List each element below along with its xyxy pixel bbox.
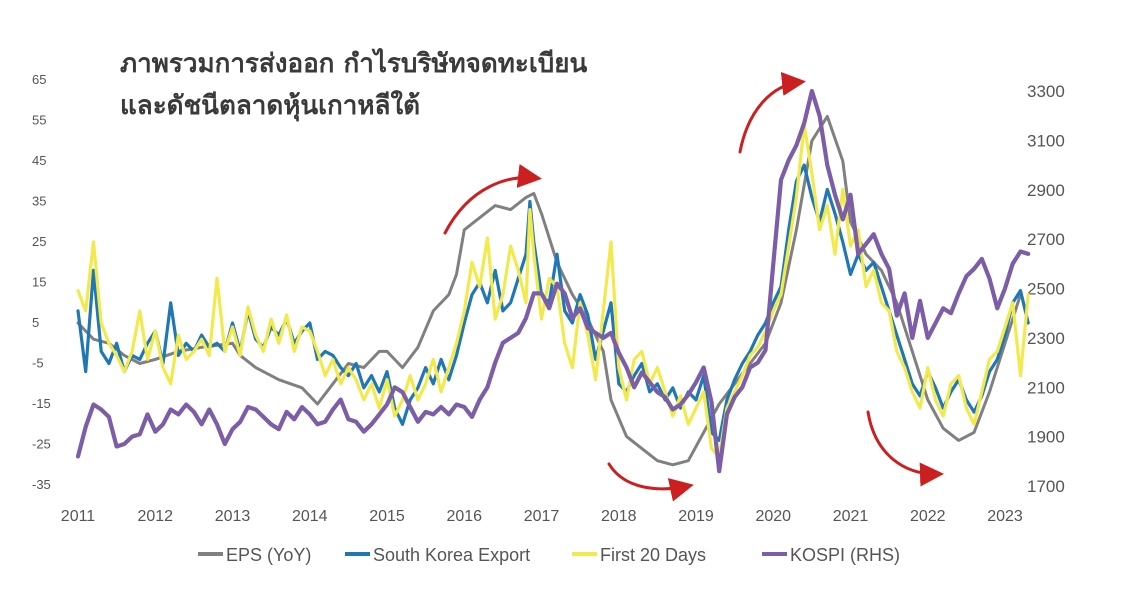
legend-label-4: KOSPI (RHS) xyxy=(790,545,900,565)
y-left-tick-label: -35 xyxy=(32,477,51,492)
y-left-tick-label: -5 xyxy=(32,356,44,371)
y-right-tick-label: 2900 xyxy=(1027,181,1065,200)
chart-title-line-1: ภาพรวมการส่งออก กำไรบริษัทจดทะเบียน xyxy=(120,47,587,79)
y-left-tick-label: 55 xyxy=(32,113,46,128)
y-right-tick-label: 3300 xyxy=(1027,82,1065,101)
series-lines xyxy=(75,88,1031,474)
chart-title-line-2: และดัชนีตลาดหุ้นเกาหลีใต้ xyxy=(120,90,420,122)
x-tick-label: 2023 xyxy=(987,508,1023,525)
y-left-tick-label: 5 xyxy=(32,315,39,330)
y-right-tick-label: 1700 xyxy=(1027,477,1065,496)
y-left-tick-label: -15 xyxy=(32,396,51,411)
y-right-tick-label: 3100 xyxy=(1027,131,1065,150)
x-tick-label: 2018 xyxy=(601,508,637,525)
x-tick-label: 2015 xyxy=(369,508,405,525)
y-axis-left: 65 55 45 35 25 15 5 -5 -15 -25 -35 xyxy=(32,72,51,492)
y-right-tick-label: 2700 xyxy=(1027,230,1065,249)
y-left-tick-label: 65 xyxy=(32,72,46,87)
x-axis: 2011 2012 2013 2014 2015 2016 2017 2018 2019 2020… xyxy=(61,508,1023,525)
y-left-tick-label: 25 xyxy=(32,234,46,249)
y-left-tick-label: 15 xyxy=(32,275,46,290)
x-tick-label: 2013 xyxy=(215,508,251,525)
y-left-tick-label: 35 xyxy=(32,194,46,209)
series-line-3 xyxy=(76,123,1030,459)
x-tick-label: 2020 xyxy=(755,508,791,525)
annotation-arrow-3 xyxy=(738,72,806,154)
y-right-tick-label: 2300 xyxy=(1027,329,1065,348)
y-right-tick-label: 1900 xyxy=(1027,428,1065,447)
annotation-arrow-1 xyxy=(443,164,542,235)
y-axis-right: 3300 3100 2900 2700 2500 2300 2100 1900 1700 xyxy=(1027,82,1065,496)
y-left-tick-label: 45 xyxy=(32,153,46,168)
x-tick-label: 2014 xyxy=(292,508,328,525)
y-left-tick-label: -25 xyxy=(32,437,51,452)
legend: EPS (YoY) South Korea Export First 20 Days… xyxy=(198,545,900,565)
legend-label-1: EPS (YoY) xyxy=(226,545,311,565)
annotation-arrow-2 xyxy=(607,462,694,502)
legend-label-2: South Korea Export xyxy=(373,545,530,565)
x-tick-label: 2022 xyxy=(910,508,946,525)
x-tick-label: 2011 xyxy=(61,508,96,525)
y-right-tick-label: 2100 xyxy=(1027,378,1065,397)
annotation-arrows xyxy=(443,72,944,502)
x-tick-label: 2019 xyxy=(678,508,714,525)
series-line-4 xyxy=(75,88,1031,474)
annotation-arrow-4 xyxy=(866,410,944,487)
x-tick-label: 2021 xyxy=(833,508,869,525)
x-tick-label: 2012 xyxy=(137,508,173,525)
y-right-tick-label: 2500 xyxy=(1027,280,1065,299)
legend-label-3: First 20 Days xyxy=(600,545,706,565)
x-tick-label: 2016 xyxy=(446,508,482,525)
x-tick-label: 2017 xyxy=(524,508,560,525)
